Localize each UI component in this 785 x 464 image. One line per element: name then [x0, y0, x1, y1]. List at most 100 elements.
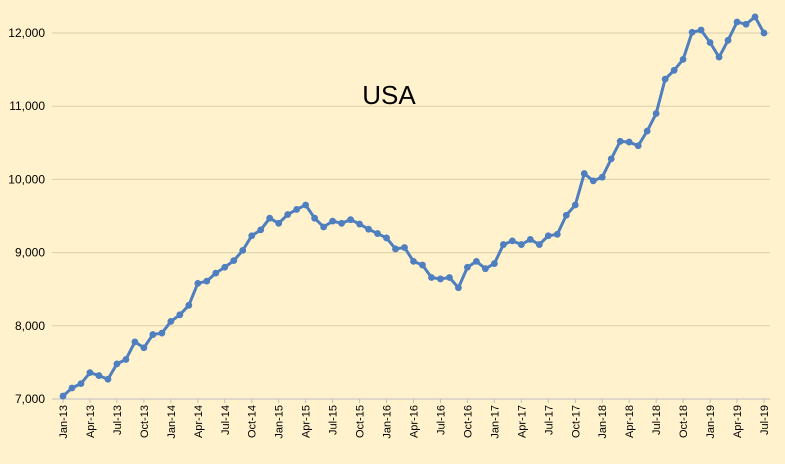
data-point [365, 225, 372, 233]
x-tick-label: Oct-17 [570, 405, 582, 438]
x-tick-label: Jan-16 [382, 405, 394, 439]
y-axis: 7,000 8,000 9,000 10,000 11,000 12,000 [8, 26, 45, 406]
data-point [526, 236, 534, 243]
x-tick-label: Oct-16 [462, 405, 474, 438]
data-point [535, 241, 543, 248]
y-tick-label: 10,000 [8, 172, 45, 186]
data-point [68, 384, 76, 392]
x-axis: Jan-13 Apr-13 Jul-13 Oct-13 Jan-14 Apr-14 Jul-… [52, 398, 771, 439]
data-point [104, 375, 112, 383]
data-point [392, 245, 399, 253]
data-point [203, 277, 211, 285]
data-point [706, 39, 714, 46]
data-point [616, 137, 624, 145]
x-tick-label: Jul-18 [651, 405, 663, 435]
x-tick-label: Jul-15 [328, 405, 340, 435]
data-point [446, 274, 453, 281]
data-point [410, 257, 417, 265]
data-point [113, 360, 121, 368]
data-point [598, 173, 606, 181]
data-point [347, 216, 354, 224]
data-point [625, 138, 633, 146]
data-point [230, 257, 238, 265]
chart-title: USA [362, 80, 416, 110]
x-tick-label: Jan-17 [489, 405, 501, 439]
data-point [221, 263, 229, 271]
series-group [59, 13, 768, 400]
data-point [401, 244, 408, 251]
data-point [311, 214, 319, 222]
data-point [508, 237, 516, 245]
data-point [751, 13, 759, 21]
y-tick-label: 7,000 [15, 392, 45, 406]
data-point [652, 110, 660, 117]
data-point [77, 380, 85, 388]
data-point [293, 206, 301, 213]
data-point [490, 260, 498, 267]
data-point [670, 66, 678, 74]
data-point [149, 331, 157, 338]
y-tick-label: 8,000 [15, 319, 45, 333]
data-point [59, 392, 67, 400]
x-tick-label: Oct-13 [139, 405, 151, 438]
x-tick-label: Jul-16 [435, 405, 447, 435]
data-point [607, 155, 615, 163]
data-point [86, 369, 94, 377]
data-point [275, 219, 283, 227]
data-point [760, 29, 768, 37]
x-tick-label: Jan-18 [597, 405, 609, 439]
y-tick-label: 9,000 [15, 246, 45, 260]
data-point [724, 36, 732, 44]
data-point [140, 344, 148, 352]
x-tick-label: Jul-19 [759, 405, 771, 435]
data-point [634, 142, 642, 150]
x-tick-label: Jan-15 [274, 405, 286, 439]
series-line [61, 15, 766, 398]
data-point [185, 301, 193, 309]
x-tick-label: Jan-19 [705, 405, 717, 439]
data-point [374, 230, 381, 237]
data-point [643, 127, 651, 135]
data-point [473, 257, 480, 265]
data-point [517, 241, 525, 248]
data-point [553, 230, 561, 238]
data-point [661, 75, 669, 83]
x-tick-label: Apr-14 [193, 405, 205, 438]
data-point [212, 269, 220, 277]
data-point [419, 261, 426, 269]
y-tick-label: 12,000 [8, 26, 45, 40]
data-point [248, 232, 256, 240]
y-tick-label: 11,000 [9, 99, 45, 113]
data-point [167, 318, 175, 325]
data-point [302, 201, 310, 209]
x-tick-label: Apr-18 [624, 405, 636, 438]
x-tick-label: Oct-18 [678, 405, 690, 438]
data-point [499, 241, 507, 248]
data-point [122, 356, 130, 363]
data-point [562, 211, 570, 219]
data-point [239, 247, 247, 254]
data-point [158, 329, 166, 337]
data-point [266, 214, 274, 222]
data-point [464, 263, 471, 271]
x-tick-label: Apr-16 [409, 405, 421, 438]
x-tick-label: Jul-13 [112, 405, 124, 435]
data-point [257, 226, 265, 234]
data-point [356, 220, 363, 228]
data-point [383, 234, 390, 242]
data-point [481, 265, 489, 273]
x-tick-label: Jan-14 [166, 405, 178, 439]
data-point [733, 18, 741, 26]
data-point [589, 177, 597, 185]
x-tick-label: Apr-17 [516, 405, 528, 438]
data-point [284, 211, 292, 218]
data-point [544, 232, 552, 240]
data-point [329, 217, 337, 225]
data-point [688, 28, 696, 36]
data-point [455, 284, 462, 292]
x-tick-label: Apr-13 [85, 405, 97, 438]
data-point [697, 26, 705, 34]
data-point [437, 275, 444, 283]
x-tick-label: Oct-14 [247, 405, 259, 438]
